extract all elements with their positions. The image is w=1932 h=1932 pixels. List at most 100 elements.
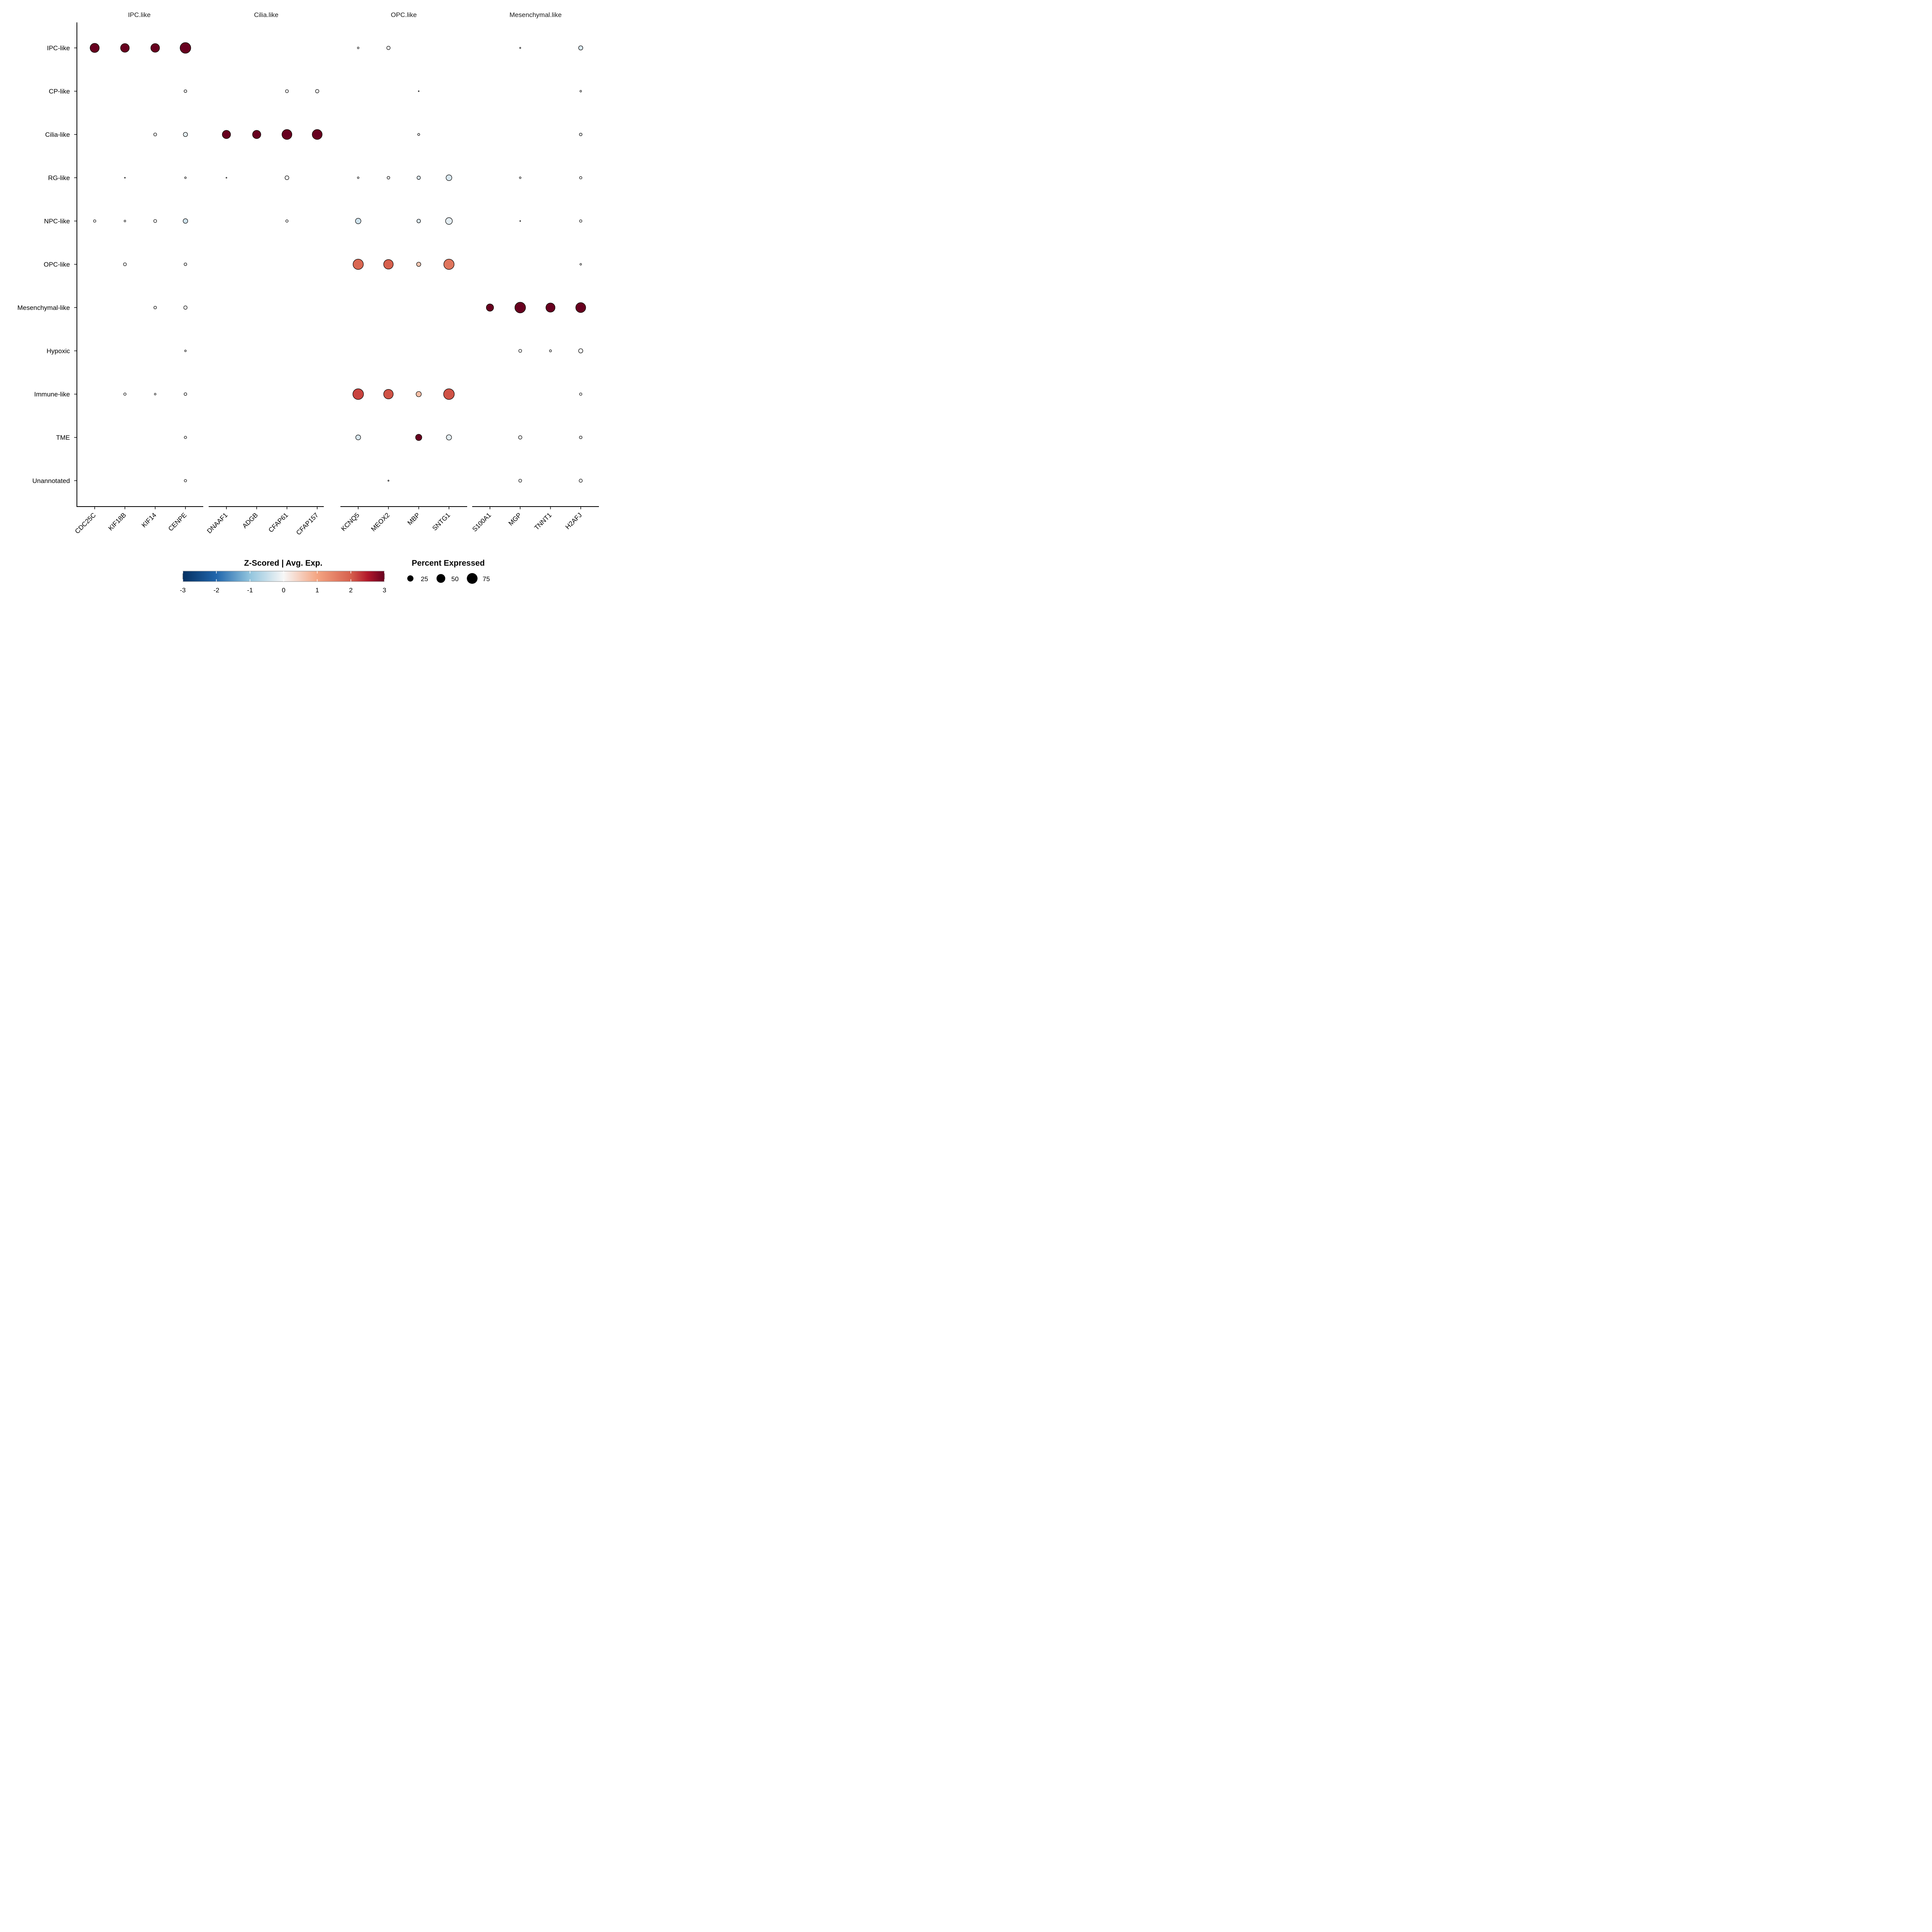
- dot: [518, 479, 522, 483]
- dot: [184, 350, 187, 352]
- facet-label: Mesenchymal.like: [509, 11, 561, 19]
- dot: [518, 349, 522, 353]
- dot: [183, 132, 188, 137]
- dot: [417, 219, 421, 223]
- dot: [184, 479, 187, 482]
- dot: [580, 90, 582, 92]
- dot: [120, 43, 130, 53]
- dot: [579, 219, 582, 223]
- dot: [355, 218, 361, 224]
- colorbar-tick-label: 2: [349, 587, 352, 594]
- dot: [124, 220, 126, 222]
- dot: [519, 177, 522, 179]
- dot: [416, 262, 421, 267]
- dot: [312, 129, 323, 140]
- colorbar-tick-label: -3: [180, 587, 185, 594]
- y-tick-label: RG-like: [48, 174, 70, 182]
- dot: [445, 217, 453, 225]
- dot: [184, 89, 187, 93]
- dot: [184, 177, 187, 179]
- dot: [284, 175, 289, 180]
- dot: [353, 259, 364, 270]
- dot: [123, 262, 127, 266]
- x-tick-label: DNAAF1: [206, 511, 229, 535]
- dot: [90, 43, 100, 53]
- dot: [226, 177, 227, 179]
- y-tick-label: Cilia-like: [45, 131, 70, 138]
- color-legend-title: Z-Scored | Avg. Exp.: [244, 559, 323, 568]
- x-tick-label: S100A1: [471, 511, 493, 533]
- dot: [153, 133, 157, 136]
- dot: [417, 175, 421, 180]
- dot: [388, 480, 389, 482]
- dot: [387, 176, 390, 180]
- dot: [184, 392, 187, 396]
- x-tick-label: CFAP157: [295, 511, 320, 536]
- dot: [443, 259, 454, 270]
- dot: [578, 45, 583, 51]
- size-legend-dot: [467, 573, 478, 584]
- x-tick-label: CFAP61: [267, 511, 289, 534]
- dot: [222, 130, 231, 139]
- dot: [183, 305, 188, 310]
- dot: [549, 349, 552, 352]
- dot: [315, 89, 320, 94]
- dot: [578, 348, 583, 354]
- colorbar-tick-label: -2: [213, 587, 219, 594]
- colorbar-tick-label: 1: [315, 587, 319, 594]
- x-tick-label: SNTG1: [431, 511, 452, 532]
- x-tick-label: CDC25C: [73, 511, 97, 535]
- dot: [153, 306, 157, 310]
- dot: [579, 479, 583, 483]
- y-tick-label: OPC-like: [44, 261, 70, 268]
- dot: [579, 176, 582, 179]
- x-tick-label: MEOX2: [370, 511, 391, 533]
- dot: [579, 393, 582, 396]
- axes: IPC.like CDC25C KIF18B KIF14 CENPE Cilia.like…: [17, 11, 599, 536]
- dot: [357, 177, 359, 179]
- dot-plot: IPC.like CDC25C KIF18B KIF14 CENPE Cilia.like…: [17, 11, 599, 594]
- dot: [417, 133, 420, 136]
- dot: [352, 388, 364, 400]
- size-legend-title: Percent Expressed: [412, 559, 485, 568]
- size-legend-dot: [407, 575, 413, 582]
- x-tick-label: KIF18B: [107, 511, 128, 532]
- x-tick-label: H2AFJ: [564, 511, 583, 531]
- dots: [90, 42, 586, 483]
- x-tick-label: CENPE: [167, 511, 188, 532]
- y-tick-label: TME: [56, 434, 70, 441]
- dot: [519, 47, 521, 49]
- dot: [180, 42, 191, 54]
- size-legend-label: 75: [483, 575, 490, 583]
- dot: [184, 436, 187, 439]
- dot: [153, 219, 157, 223]
- dot: [124, 177, 126, 179]
- y-tick-label: NPC-like: [44, 218, 70, 225]
- dot: [357, 47, 359, 49]
- dot: [285, 89, 289, 93]
- y-tick-label: CP-like: [49, 88, 70, 95]
- dot: [383, 389, 394, 399]
- size-legend-label: 50: [451, 575, 459, 583]
- dot: [418, 90, 420, 92]
- dot: [416, 391, 422, 397]
- dot: [123, 393, 127, 396]
- colorbar-tick-label: 3: [383, 587, 386, 594]
- dot: [579, 133, 583, 136]
- dot: [415, 434, 422, 441]
- x-tick-label: KCNQ5: [340, 511, 361, 532]
- colorbar-tick-label: -1: [247, 587, 253, 594]
- dot: [580, 263, 582, 265]
- dot: [443, 388, 455, 400]
- dot: [579, 435, 583, 439]
- y-tick-label: Hypoxic: [47, 347, 70, 355]
- y-tick-label: Unannotated: [32, 477, 70, 485]
- dot: [386, 46, 391, 50]
- dot: [383, 259, 394, 269]
- dot: [486, 303, 494, 312]
- dot: [93, 219, 96, 223]
- x-tick-label: ADGB: [241, 511, 260, 530]
- x-tick-label: MGP: [507, 511, 523, 527]
- dot: [150, 43, 160, 53]
- dot: [518, 435, 522, 440]
